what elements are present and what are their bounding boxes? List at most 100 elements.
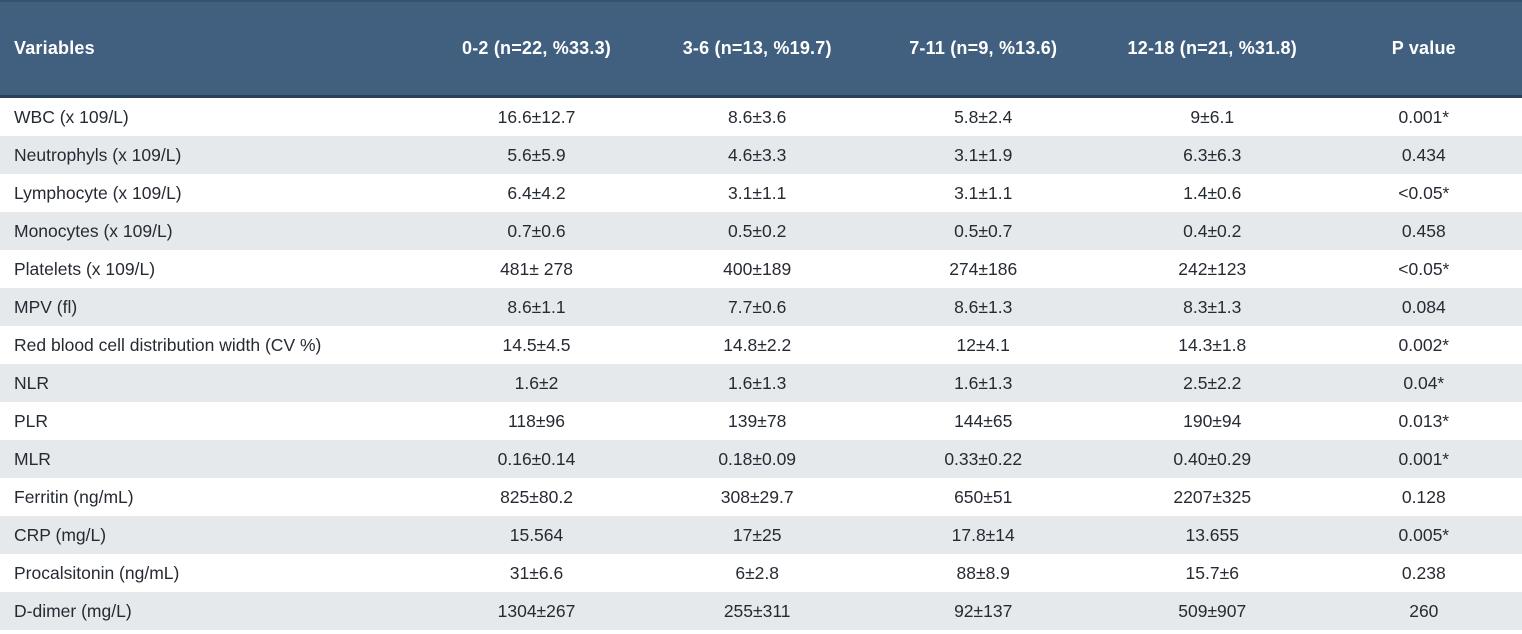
cell-value: 9±6.1 <box>1190 106 1235 127</box>
cell-variable: Neutrophyls (x 109/L) <box>14 144 182 165</box>
cell-value: 0.001* <box>1398 106 1450 127</box>
table-row: Monocytes (x 109/L) 0.7±0.6 0.5±0.2 0.5±0.7… <box>0 212 1522 250</box>
cell-value: 650±51 <box>954 486 1013 507</box>
cell-variable: Red blood cell distribution width (CV %) <box>14 334 322 355</box>
cell-variable: CRP (mg/L) <box>14 524 107 545</box>
cell-value: 0.7±0.6 <box>507 220 566 241</box>
cell-value: 1.4±0.6 <box>1183 182 1242 203</box>
cell-variable: Monocytes (x 109/L) <box>14 220 173 241</box>
cell-value: 1304±267 <box>497 600 576 621</box>
cell-value: 0.5±0.7 <box>954 220 1013 241</box>
cell-value: 8.6±1.1 <box>507 296 566 317</box>
cell-value: 0.434 <box>1401 144 1446 165</box>
cell-value: 0.001* <box>1398 448 1450 469</box>
column-header-age-3-6: 3-6 (n=13, %19.7) <box>646 0 868 98</box>
column-header-variables: Variables <box>0 0 427 98</box>
column-header-age-12-18: 12-18 (n=21, %31.8) <box>1098 0 1326 98</box>
cell-value: 260 <box>1409 600 1439 621</box>
column-header-age-7-11: 7-11 (n=9, %13.6) <box>867 0 1099 98</box>
column-header-p-value: P value <box>1325 0 1522 98</box>
table-row: Procalsitonin (ng/mL) 31±6.6 6±2.8 88±8.9 15… <box>0 554 1522 592</box>
table-row: D-dimer (mg/L) 1304±267 255±311 92±137 509±9… <box>0 592 1522 630</box>
table-row: Lymphocyte (x 109/L) 6.4±4.2 3.1±1.1 3.1±1.… <box>0 174 1522 212</box>
cell-value: 92±137 <box>954 600 1013 621</box>
table-body: WBC (x 109/L) 16.6±12.7 8.6±3.6 5.8±2.4 9±6.… <box>0 97 1522 630</box>
cell-value: 0.33±0.22 <box>944 448 1023 469</box>
cell-value: 0.04* <box>1403 372 1445 393</box>
cell-value: 0.238 <box>1401 562 1446 583</box>
cell-value: <0.05* <box>1398 258 1450 279</box>
table-row: MPV (fl) 8.6±1.1 7.7±0.6 8.6±1.3 8.3±1.3 0.08… <box>0 288 1522 326</box>
cell-value: 4.6±3.3 <box>728 144 787 165</box>
cell-value: 5.6±5.9 <box>507 144 566 165</box>
cell-value: 6±2.8 <box>735 562 780 583</box>
cell-value: 0.084 <box>1401 296 1446 317</box>
cell-variable: Ferritin (ng/mL) <box>14 486 134 507</box>
cell-variable: PLR <box>14 410 49 431</box>
cell-value: 0.5±0.2 <box>728 220 787 241</box>
cell-value: 509±907 <box>1178 600 1247 621</box>
cell-value: 118±96 <box>508 410 565 431</box>
cell-value: 139±78 <box>728 410 787 431</box>
cell-value: 14.3±1.8 <box>1178 334 1247 355</box>
cell-variable: WBC (x 109/L) <box>14 106 129 127</box>
table-row: Neutrophyls (x 109/L) 5.6±5.9 4.6±3.3 3.1±1… <box>0 136 1522 174</box>
cell-value: 0.128 <box>1401 486 1446 507</box>
cell-value: 1.6±2 <box>514 372 559 393</box>
cell-value: 1.6±1.3 <box>728 372 787 393</box>
table-row: Red blood cell distribution width (CV %)… <box>0 326 1522 364</box>
cell-value: 12±4.1 <box>956 334 1010 355</box>
cell-value: 308±29.7 <box>720 486 794 507</box>
cell-value: 274±186 <box>949 258 1018 279</box>
cell-value: 8.3±1.3 <box>1183 296 1242 317</box>
cell-value: 0.002* <box>1398 334 1450 355</box>
cell-value: 0.40±0.29 <box>1173 448 1252 469</box>
cell-variable: MLR <box>14 448 51 469</box>
cell-value: 15.564 <box>509 524 564 545</box>
cell-variable: NLR <box>14 372 50 393</box>
cell-value: 88±8.9 <box>956 562 1010 583</box>
table-row: CRP (mg/L) 15.564 17±25 17.8±14 13.655 0.005* <box>0 516 1522 554</box>
cell-value: 0.18±0.09 <box>718 448 797 469</box>
cell-value: 3.1±1.9 <box>954 144 1013 165</box>
header-row: Variables 0-2 (n=22, %33.3) 3-6 (n=13, %… <box>0 0 1522 98</box>
cell-value: 7.7±0.6 <box>728 296 787 317</box>
cell-value: 6.3±6.3 <box>1183 144 1242 165</box>
cell-value: 481± 278 <box>500 258 573 279</box>
cell-value: 14.5±4.5 <box>502 334 571 355</box>
cell-value: 2.5±2.2 <box>1183 372 1242 393</box>
column-header-age-0-2: 0-2 (n=22, %33.3) <box>426 0 647 98</box>
cell-value: 16.6±12.7 <box>497 106 576 127</box>
cell-value: <0.05* <box>1398 182 1450 203</box>
cell-value: 2207±325 <box>1173 486 1252 507</box>
cell-value: 3.1±1.1 <box>728 182 787 203</box>
cell-value: 825±80.2 <box>500 486 573 507</box>
cell-value: 242±123 <box>1178 258 1247 279</box>
cell-value: 14.8±2.2 <box>723 334 792 355</box>
cell-value: 0.16±0.14 <box>497 448 576 469</box>
cell-value: 1.6±1.3 <box>954 372 1013 393</box>
cell-value: 8.6±1.3 <box>954 296 1013 317</box>
table-row: Ferritin (ng/mL) 825±80.2 308±29.7 650±51 22… <box>0 478 1522 516</box>
cell-value: 15.7±6 <box>1185 562 1239 583</box>
cell-value: 8.6±3.6 <box>728 106 787 127</box>
cell-variable: Procalsitonin (ng/mL) <box>14 562 180 583</box>
cell-value: 0.005* <box>1398 524 1450 545</box>
table-row: WBC (x 109/L) 16.6±12.7 8.6±3.6 5.8±2.4 9±6.… <box>0 97 1522 137</box>
table-row: MLR 0.16±0.14 0.18±0.09 0.33±0.22 0.40±0.29 0… <box>0 440 1522 478</box>
table-row: PLR 118±96 139±78 144±65 190±94 0.013* <box>0 402 1522 440</box>
cell-value: 400±189 <box>723 258 792 279</box>
cell-value: 17.8±14 <box>951 524 1015 545</box>
cell-variable: Lymphocyte (x 109/L) <box>14 182 182 203</box>
cell-value: 5.8±2.4 <box>954 106 1013 127</box>
cell-variable: D-dimer (mg/L) <box>14 600 132 621</box>
table-row: Platelets (x 109/L) 481± 278 400±189 274±18… <box>0 250 1522 288</box>
cell-value: 13.655 <box>1185 524 1240 545</box>
cell-value: 255±311 <box>723 600 791 621</box>
cell-value: 0.458 <box>1401 220 1446 241</box>
cell-value: 144±65 <box>954 410 1013 431</box>
cell-value: 0.4±0.2 <box>1183 220 1242 241</box>
table-row: NLR 1.6±2 1.6±1.3 1.6±1.3 2.5±2.2 0.04* <box>0 364 1522 402</box>
